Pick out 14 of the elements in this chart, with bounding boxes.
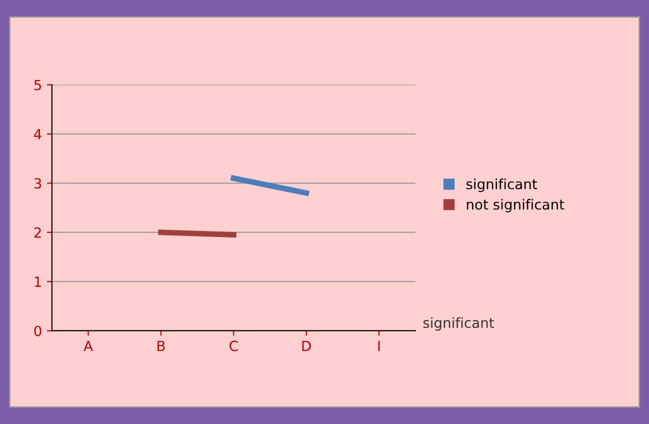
y-tick-label: 0: [34, 326, 42, 336]
y-tick-label: 4: [34, 129, 42, 140]
x-tick-label: B: [158, 340, 165, 351]
x-tick-label: D: [302, 340, 311, 351]
y-tick-label: 3: [34, 178, 42, 189]
legend-label: significant: [466, 178, 538, 192]
x-tick-label: C: [230, 340, 238, 352]
legend-label: not significant: [466, 198, 564, 212]
x-tick-label: I: [378, 340, 380, 351]
y-tick-label: 2: [34, 227, 41, 238]
text: significant: [423, 317, 494, 331]
y-tick-label: 5: [34, 80, 41, 90]
y-tick-label: 1: [34, 276, 41, 287]
x-tick-label: A: [84, 340, 93, 351]
